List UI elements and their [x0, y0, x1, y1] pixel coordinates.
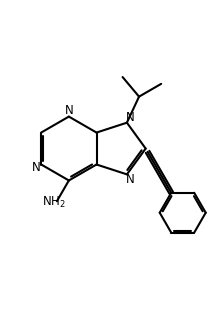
Text: N: N	[32, 161, 41, 174]
Text: N: N	[65, 104, 73, 117]
Text: N: N	[126, 111, 135, 124]
Text: N: N	[126, 173, 135, 186]
Text: NH$_2$: NH$_2$	[42, 195, 66, 210]
